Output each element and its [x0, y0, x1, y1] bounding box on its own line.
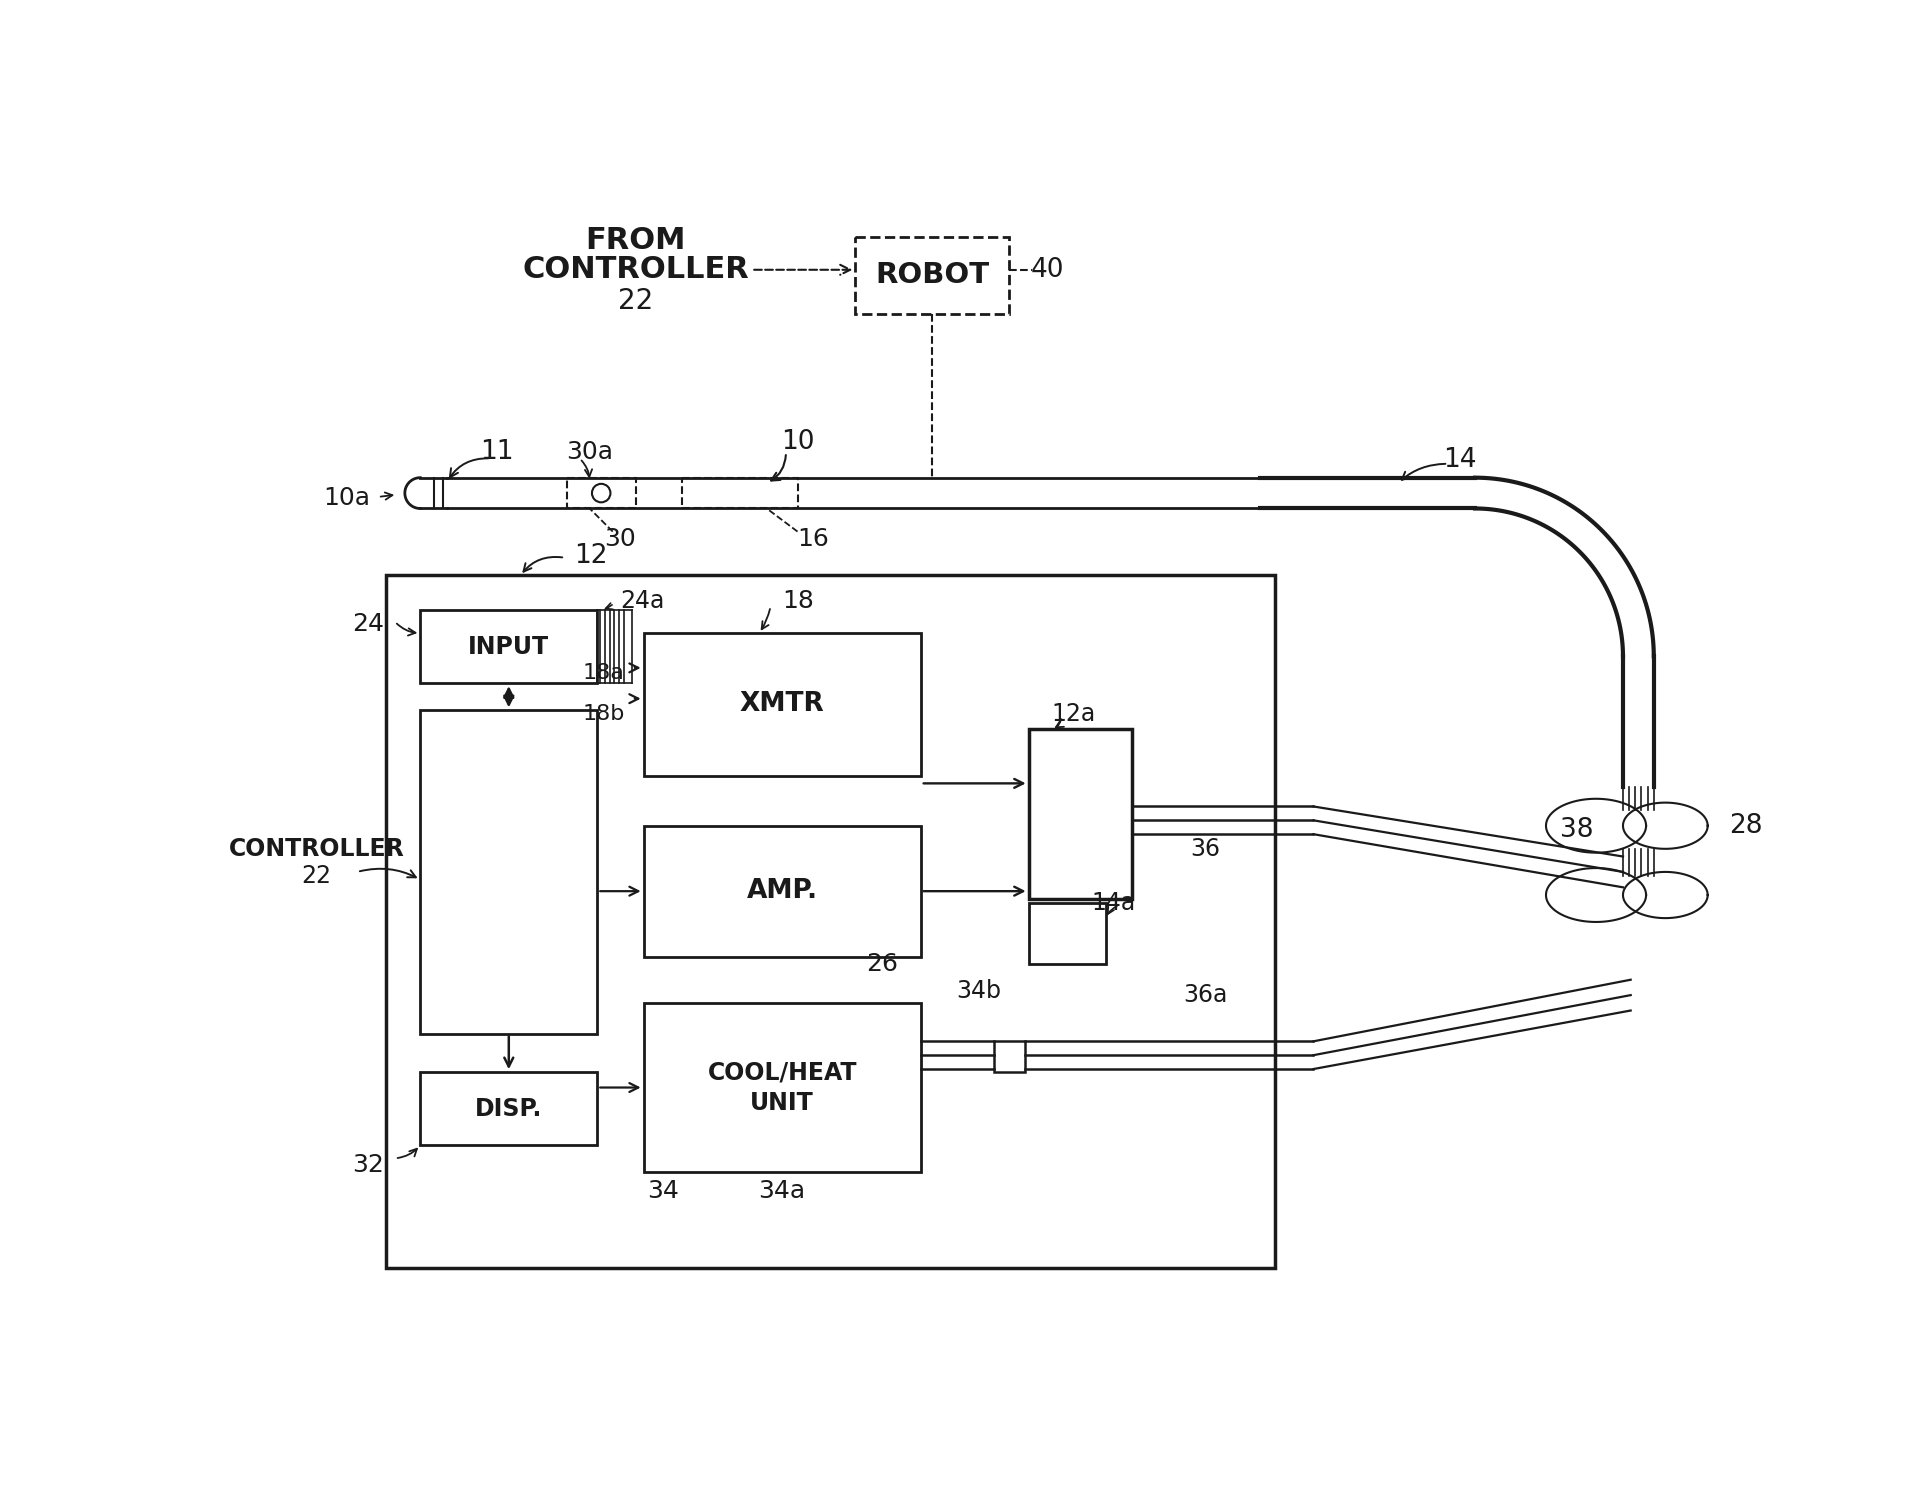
Text: 11: 11: [481, 440, 515, 465]
Text: 10: 10: [780, 429, 814, 455]
Text: 34: 34: [646, 1179, 679, 1203]
Text: 30: 30: [605, 528, 637, 552]
Text: 26: 26: [866, 953, 898, 977]
Text: 22: 22: [301, 863, 332, 887]
Text: 14: 14: [1444, 447, 1476, 473]
Text: UNIT: UNIT: [749, 1091, 814, 1115]
Bar: [643, 826, 921, 957]
Bar: [643, 1003, 921, 1172]
Text: 32: 32: [353, 1153, 383, 1176]
Text: INPUT: INPUT: [469, 635, 549, 659]
Text: XMTR: XMTR: [740, 692, 824, 717]
Text: CONTROLLER: CONTROLLER: [229, 836, 404, 860]
Text: 18b: 18b: [582, 704, 625, 725]
Text: 24: 24: [353, 611, 383, 637]
Text: 12: 12: [574, 543, 608, 570]
Bar: [420, 710, 597, 1033]
Text: AMP.: AMP.: [746, 878, 818, 904]
Text: 34b: 34b: [955, 980, 1001, 1003]
Bar: [566, 477, 635, 508]
Bar: [1028, 729, 1133, 899]
Text: COOL/HEAT: COOL/HEAT: [707, 1060, 856, 1084]
Bar: [643, 634, 921, 775]
Text: CONTROLLER: CONTROLLER: [523, 255, 749, 285]
Text: DISP.: DISP.: [475, 1097, 542, 1121]
Text: 38: 38: [1560, 817, 1594, 842]
Text: 18a: 18a: [582, 663, 624, 683]
Text: 40: 40: [1032, 256, 1064, 283]
Text: 12a: 12a: [1051, 702, 1097, 726]
Text: ROBOT: ROBOT: [875, 261, 990, 289]
Bar: [683, 477, 797, 508]
Bar: [420, 1072, 597, 1145]
Text: 10a: 10a: [322, 486, 370, 510]
Bar: [385, 576, 1276, 1269]
Bar: [1028, 902, 1106, 965]
Text: FROM: FROM: [585, 227, 687, 255]
Text: 16: 16: [797, 528, 830, 552]
Text: 36: 36: [1190, 836, 1220, 860]
Text: 24a: 24a: [620, 589, 666, 613]
Text: 28: 28: [1730, 813, 1762, 839]
Bar: [420, 610, 597, 683]
Text: 36a: 36a: [1184, 983, 1228, 1006]
Text: 22: 22: [618, 286, 654, 315]
Text: 34a: 34a: [759, 1179, 805, 1203]
Bar: [856, 237, 1009, 313]
Bar: [994, 1041, 1024, 1072]
Text: 18: 18: [782, 589, 814, 613]
Text: 14a: 14a: [1091, 890, 1135, 914]
Text: 30a: 30a: [566, 440, 614, 464]
